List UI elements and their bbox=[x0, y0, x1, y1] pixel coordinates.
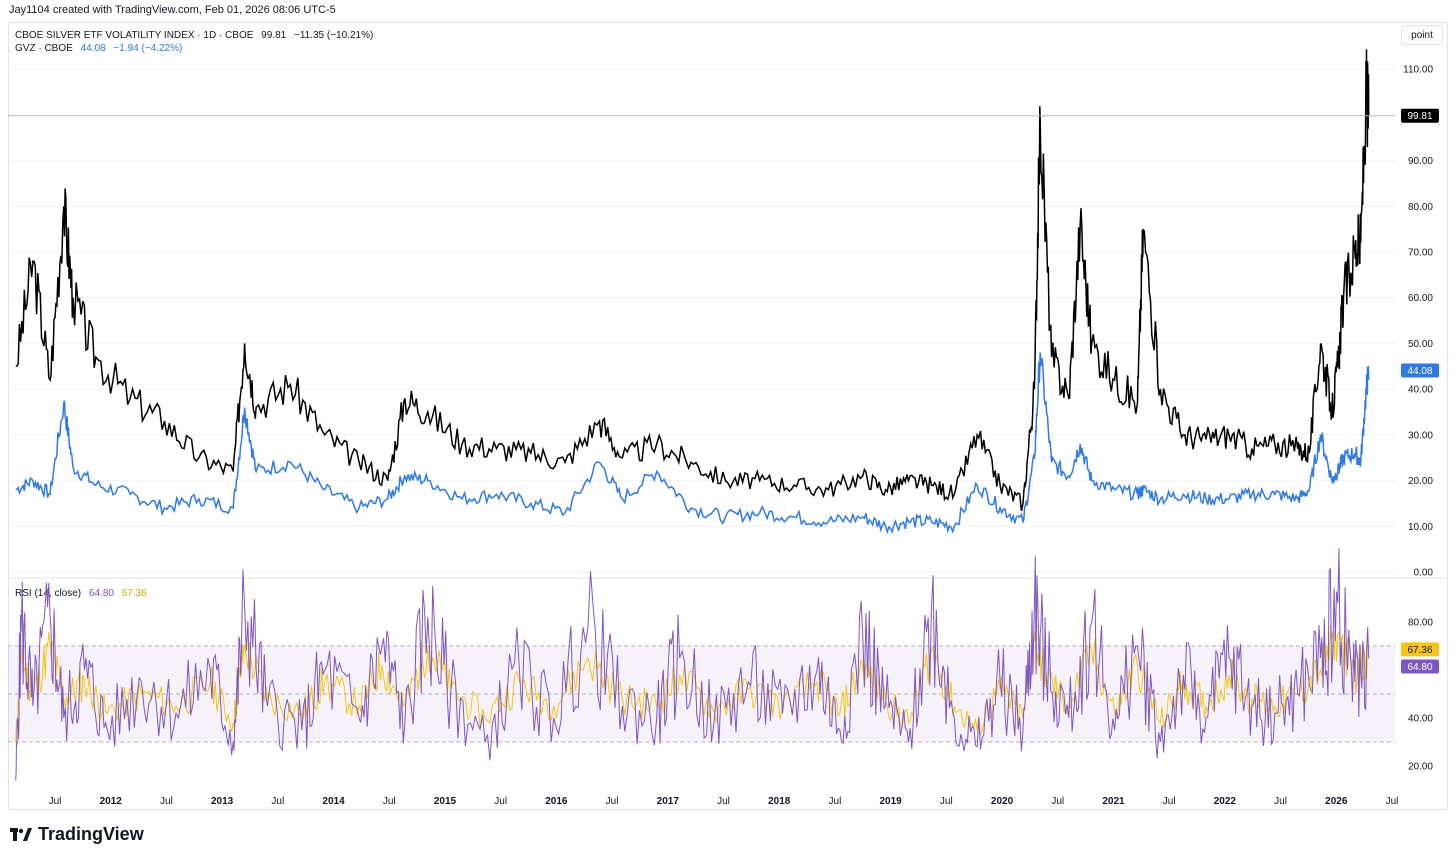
main-last-value-tag-bg bbox=[1401, 108, 1439, 123]
x-axis-label: 2014 bbox=[322, 796, 345, 807]
main-y-tick-label: 50.00 bbox=[1408, 339, 1433, 350]
x-axis-label: 2022 bbox=[1214, 796, 1237, 807]
tradingview-logo[interactable]: TradingView bbox=[10, 824, 144, 845]
main-y-tick-label: 30.00 bbox=[1408, 430, 1433, 441]
gvz-last-value-tag-bg bbox=[1401, 363, 1439, 378]
x-axis-label: 2021 bbox=[1102, 796, 1125, 807]
x-axis-label: Jul bbox=[160, 796, 173, 807]
main-series-line bbox=[15, 49, 1370, 511]
x-axis-label: 2017 bbox=[657, 796, 680, 807]
rsi-y-tick-label: 80.00 bbox=[1408, 618, 1433, 629]
gvz-series-line bbox=[15, 352, 1370, 535]
main-y-tick-label: 90.00 bbox=[1408, 156, 1433, 167]
x-axis-label: 2016 bbox=[545, 796, 568, 807]
rsi-y-tick-label: 20.00 bbox=[1408, 762, 1433, 773]
gvz-series-change: −1.94 (−4.22%) bbox=[113, 43, 183, 54]
gvz-series-value: 44.08 bbox=[80, 43, 106, 54]
x-axis-label: Jul bbox=[940, 796, 953, 807]
x-axis-label: Jul bbox=[271, 796, 284, 807]
x-axis-label: Jul bbox=[829, 796, 842, 807]
x-axis-label: Jul bbox=[606, 796, 619, 807]
rsi-value: 64.80 bbox=[88, 588, 114, 599]
gvz-last-value-tag: 44.08 bbox=[1407, 366, 1432, 377]
x-axis-label: Jul bbox=[383, 796, 396, 807]
main-series-change: −11.35 (−10.21%) bbox=[293, 30, 374, 41]
main-y-tick-label: 60.00 bbox=[1408, 293, 1433, 304]
x-axis-label: Jul bbox=[1386, 796, 1399, 807]
chart-frame bbox=[8, 22, 1448, 810]
x-axis-label: 2013 bbox=[211, 796, 234, 807]
main-y-tick-label: 70.00 bbox=[1408, 248, 1433, 259]
x-axis-label: 2015 bbox=[434, 796, 457, 807]
main-series-value: 99.81 bbox=[261, 30, 287, 41]
rsi-ma-value: 67.36 bbox=[121, 588, 147, 599]
main-y-tick-label: 20.00 bbox=[1408, 476, 1433, 487]
main-last-value-tag: 99.81 bbox=[1407, 111, 1432, 122]
x-axis-label: 2026 bbox=[1325, 796, 1348, 807]
main-y-tick-label: 10.00 bbox=[1408, 522, 1433, 533]
main-y-tick-label: 80.00 bbox=[1408, 202, 1433, 213]
rsi-ma-last-value-tag-bg bbox=[1401, 642, 1439, 657]
rsi-last-value-tag: 64.80 bbox=[1407, 662, 1432, 673]
rsi-y-tick-label: 40.00 bbox=[1408, 714, 1433, 725]
x-axis-label: Jul bbox=[1051, 796, 1064, 807]
x-axis-label: Jul bbox=[717, 796, 730, 807]
main-series-legend[interactable]: CBOE SILVER ETF VOLATILITY INDEX · 1D · … bbox=[15, 29, 373, 42]
main-series-name: CBOE SILVER ETF VOLATILITY INDEX · 1D · … bbox=[15, 30, 254, 41]
x-axis-label: Jul bbox=[494, 796, 507, 807]
created-by-header: Jay1104 created with TradingView.com, Fe… bbox=[9, 4, 336, 16]
rsi-last-value-tag-bg bbox=[1401, 659, 1439, 674]
x-axis-label: 2012 bbox=[100, 796, 123, 807]
rsi-ma-last-value-tag: 67.36 bbox=[1407, 645, 1432, 656]
x-axis-label: Jul bbox=[1274, 796, 1287, 807]
scale-mode-button[interactable]: point bbox=[1401, 25, 1443, 45]
x-axis-label: Jul bbox=[49, 796, 62, 807]
x-axis-label: 2018 bbox=[768, 796, 791, 807]
main-y-tick-label: 40.00 bbox=[1408, 385, 1433, 396]
x-axis-label: 2020 bbox=[991, 796, 1014, 807]
x-axis-label: 2019 bbox=[880, 796, 903, 807]
x-axis-label: Jul bbox=[1163, 796, 1176, 807]
gvz-series-legend[interactable]: GVZ · CBOE 44.08 −1.94 (−4.22%) bbox=[15, 42, 182, 55]
main-y-tick-label: 110.00 bbox=[1403, 65, 1433, 76]
rsi-line bbox=[15, 548, 1370, 781]
main-y-tick-label: 0.00 bbox=[1414, 568, 1434, 579]
rsi-ma-line bbox=[15, 618, 1370, 743]
gvz-series-name: GVZ · CBOE bbox=[15, 43, 73, 54]
tradingview-logo-icon bbox=[10, 827, 32, 841]
brand-name: TradingView bbox=[38, 824, 144, 844]
